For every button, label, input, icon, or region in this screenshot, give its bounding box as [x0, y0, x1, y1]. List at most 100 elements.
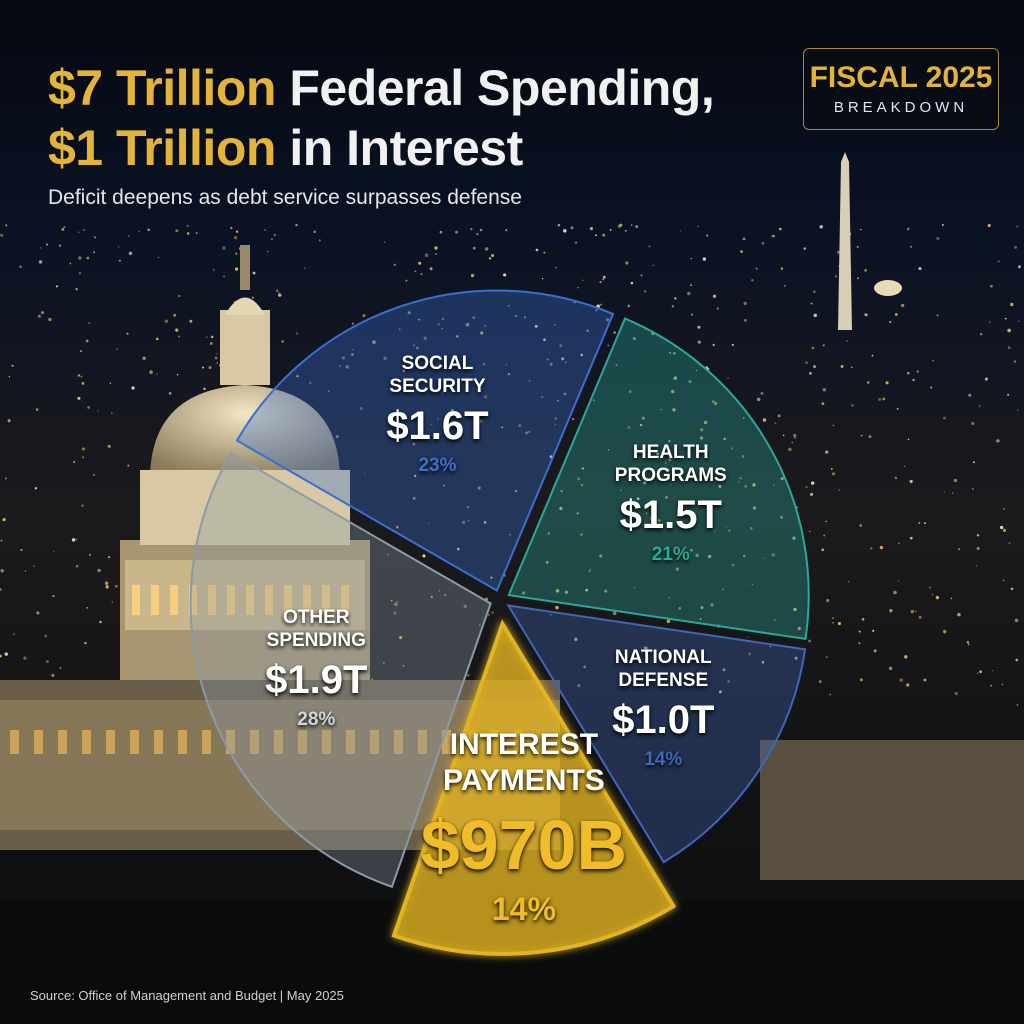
light — [514, 314, 518, 318]
light — [966, 641, 970, 644]
light — [276, 289, 279, 292]
light — [984, 377, 988, 381]
light — [295, 224, 298, 227]
light — [339, 365, 342, 368]
light — [439, 230, 443, 234]
light — [0, 539, 3, 542]
light — [195, 232, 198, 235]
light — [398, 328, 401, 330]
light — [1013, 360, 1017, 363]
light — [550, 614, 552, 616]
light — [752, 506, 757, 510]
light — [923, 678, 927, 682]
light — [620, 489, 622, 492]
light — [731, 447, 734, 450]
light — [630, 281, 634, 285]
light — [918, 266, 922, 271]
light — [461, 520, 466, 525]
window — [10, 730, 19, 754]
light — [602, 275, 606, 279]
light — [435, 253, 437, 255]
light — [234, 267, 239, 271]
light — [673, 376, 678, 380]
light — [762, 418, 767, 422]
light — [990, 284, 993, 288]
light — [438, 590, 440, 592]
light — [592, 399, 595, 402]
light — [383, 356, 387, 360]
light — [599, 281, 602, 284]
light — [278, 293, 282, 297]
light — [808, 639, 811, 643]
light — [645, 512, 648, 515]
light — [695, 553, 699, 558]
light — [318, 239, 321, 242]
light — [479, 228, 483, 232]
light — [111, 600, 114, 603]
light — [126, 332, 129, 335]
light — [865, 313, 868, 317]
light — [1008, 542, 1011, 544]
light — [441, 328, 443, 330]
light — [700, 606, 704, 609]
light — [488, 257, 492, 260]
light — [859, 524, 863, 527]
light — [649, 516, 653, 520]
light — [871, 354, 874, 357]
light — [387, 553, 389, 556]
light — [898, 542, 900, 545]
light — [560, 489, 563, 493]
light — [543, 338, 546, 342]
category-label: HEALTH PROGRAMS — [614, 442, 727, 487]
light — [889, 320, 892, 324]
light — [805, 361, 808, 364]
light — [788, 447, 792, 452]
light — [44, 634, 48, 638]
light — [607, 449, 610, 451]
light — [695, 369, 698, 372]
light — [88, 322, 91, 324]
light — [586, 329, 589, 332]
light — [607, 344, 609, 347]
light — [602, 233, 606, 237]
light — [309, 381, 312, 384]
light — [479, 624, 481, 626]
light — [640, 274, 643, 277]
light — [1000, 525, 1004, 530]
light — [418, 318, 420, 321]
light — [304, 267, 306, 269]
light — [915, 610, 917, 612]
light — [930, 386, 933, 389]
slice-label: INTEREST PAYMENTS $970B 14% — [404, 727, 644, 928]
light — [554, 266, 557, 269]
light — [906, 227, 910, 231]
light — [418, 261, 422, 265]
light — [641, 416, 645, 420]
light — [749, 526, 753, 530]
light — [744, 319, 747, 322]
light — [97, 568, 101, 573]
light — [738, 481, 740, 483]
window — [154, 730, 163, 754]
light — [1017, 265, 1021, 269]
light — [895, 477, 897, 479]
light — [1018, 320, 1020, 322]
light — [423, 336, 427, 340]
light — [953, 478, 958, 483]
light — [40, 310, 45, 315]
light — [803, 247, 806, 250]
light — [0, 588, 2, 592]
light — [831, 467, 833, 470]
light — [644, 646, 648, 650]
light — [909, 536, 913, 540]
light — [957, 612, 961, 617]
light — [235, 230, 239, 233]
light — [89, 553, 91, 556]
light — [131, 386, 135, 390]
light — [580, 353, 584, 357]
light — [477, 486, 481, 490]
light — [470, 273, 475, 278]
light — [722, 668, 726, 672]
light — [582, 279, 584, 281]
light — [936, 314, 939, 317]
